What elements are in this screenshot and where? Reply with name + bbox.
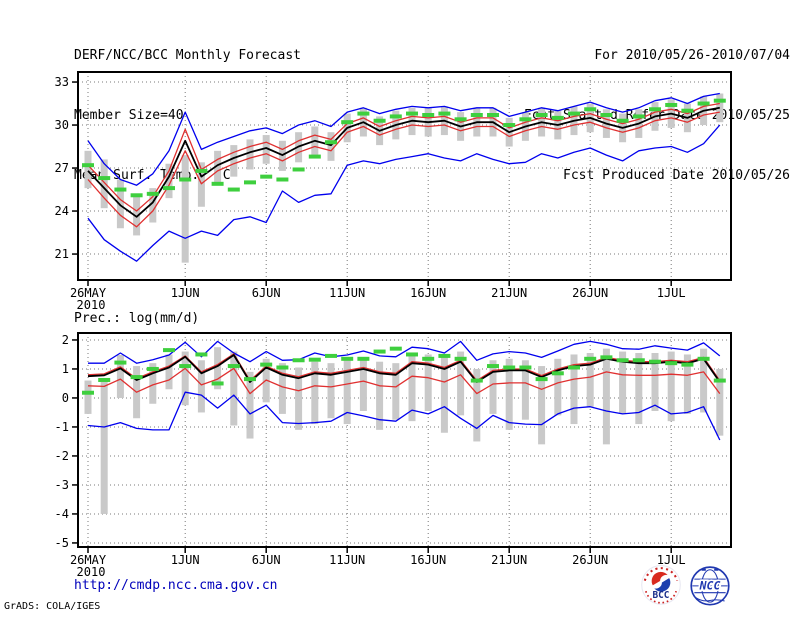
x-tick-label: 1JUN [171, 553, 200, 567]
series-climatology [82, 98, 726, 198]
gridlines [78, 72, 731, 280]
plot-frame [77, 71, 732, 281]
y-tick-label: 2 [62, 333, 69, 347]
x-tick-label: 11JUN [329, 553, 365, 567]
x-tick-label: 1JUN [171, 286, 200, 300]
x-tick-label: 16JUN [410, 286, 446, 300]
series-ensemble-min [87, 124, 721, 262]
x-tick-label: 26MAY [70, 553, 107, 567]
series-ensemble-max [87, 92, 720, 186]
member-size-label: Member Size=40 [74, 108, 184, 123]
series-member-spread [84, 347, 724, 514]
precipitation-chart-title: Prec.: log(mm/d) [74, 311, 200, 326]
x-tick-label: 21JUN [491, 286, 527, 300]
y-tick-label: -4 [55, 507, 69, 521]
y-tick-label: 30 [55, 118, 69, 132]
series-ensemble-min [87, 391, 721, 441]
series-climatology [82, 346, 726, 395]
x-tick-label: 1JUL [657, 553, 686, 567]
x-tick-label: 21JUN [491, 553, 527, 567]
x-tick-sublabel: 2010 [77, 565, 106, 579]
ncc-logo: NCC [690, 566, 730, 606]
plot-frame [77, 332, 732, 548]
x-tick-label: 26JUN [572, 286, 608, 300]
series-lower-bound [87, 367, 721, 395]
gridlines [78, 333, 731, 547]
bcc-logo: BCC [641, 565, 681, 605]
bcc-swirl-red [650, 571, 670, 587]
series-ensemble-max [88, 340, 721, 364]
x-tick-sublabel: 2010 [77, 298, 106, 312]
y-tick-label: 0 [62, 391, 69, 405]
logos: BCC NCC [639, 564, 733, 612]
series-ensemble-mean [87, 106, 720, 218]
page-title: DERF/NCC/BCC Monthly Forecast [74, 48, 301, 63]
y-tick-label: -1 [55, 420, 69, 434]
y-tick-label: 33 [55, 75, 69, 89]
x-tick-label: 16JUN [410, 553, 446, 567]
series-ensemble-mean [87, 354, 721, 383]
x-tick-label: 6JUN [252, 553, 281, 567]
x-tick-label: 6JUN [252, 286, 281, 300]
ncc-parallels [692, 578, 728, 594]
bcc-rim-text-top [643, 567, 679, 582]
grads-credit: GrADS: COLA/IGES [4, 601, 101, 612]
ncc-wave [695, 596, 725, 602]
forecast-range-label: For 2010/05/26-2010/07/04 [594, 48, 790, 63]
x-tick-label: 11JUN [329, 286, 365, 300]
y-tick-label: 21 [55, 247, 69, 261]
bcc-swirl-blue [652, 576, 672, 593]
y-tick-label: -5 [55, 536, 69, 550]
x-tick-label: 26JUN [572, 553, 608, 567]
y-tick-label: -2 [55, 449, 69, 463]
x-tick-label: 1JUL [657, 286, 686, 300]
source-url: http://cmdp.ncc.cma.gov.cn [74, 578, 278, 593]
y-tick-label: 24 [55, 204, 69, 218]
bcc-logo-label: BCC [653, 590, 670, 601]
bcc-rim-text-bottom [645, 590, 677, 604]
series-lower-bound [87, 111, 720, 228]
y-tick-label: -3 [55, 478, 69, 492]
x-tick-label: 26MAY [70, 286, 107, 300]
series-upper-bound [87, 102, 720, 212]
ncc-logo-label: NCC [699, 579, 721, 593]
y-tick-label: 27 [55, 161, 69, 175]
y-tick-label: 1 [62, 362, 69, 376]
